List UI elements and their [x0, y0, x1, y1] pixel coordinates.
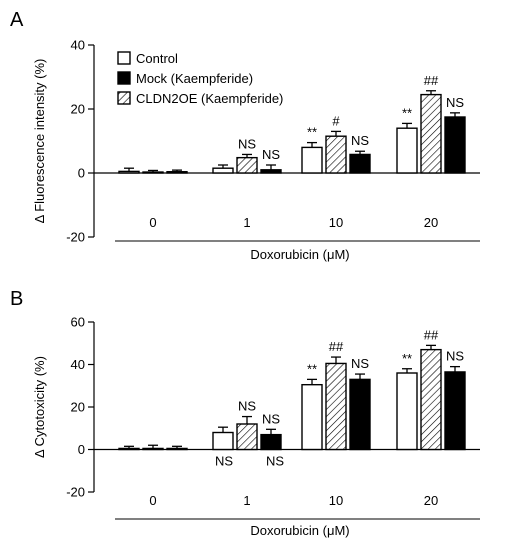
- bar: [236, 423, 258, 451]
- significance-label: **: [402, 351, 412, 366]
- bar: [349, 153, 371, 174]
- legend-label: CLDN2OE (Kaempferide): [136, 91, 283, 106]
- bar: [349, 378, 371, 451]
- significance-label: **: [307, 361, 317, 376]
- bar: [444, 371, 466, 451]
- y-axis-title: Δ Cytotoxicity (%): [32, 356, 47, 458]
- significance-label: NS: [446, 95, 464, 110]
- legend-label: Control: [136, 51, 178, 66]
- significance-label: ##: [424, 327, 439, 342]
- x-tick-label: 0: [149, 215, 156, 230]
- y-tick-label: 0: [78, 442, 85, 457]
- extra-ns-label: NS: [215, 453, 233, 468]
- significance-label: **: [307, 125, 317, 140]
- bar: [142, 171, 164, 174]
- significance-label: NS: [446, 349, 464, 364]
- x-tick-label: 0: [149, 493, 156, 508]
- bar: [420, 93, 442, 174]
- panel-letter: A: [10, 9, 24, 31]
- y-tick-label: 40: [71, 357, 85, 372]
- x-tick-label: 20: [424, 215, 438, 230]
- bar: [260, 169, 282, 174]
- y-tick-label: 20: [71, 400, 85, 415]
- significance-label: **: [402, 105, 412, 120]
- x-tick-label: 1: [243, 215, 250, 230]
- bar: [396, 127, 418, 174]
- x-tick-label: 20: [424, 493, 438, 508]
- x-tick-label: 10: [329, 215, 343, 230]
- legend-label: Mock (Kaempferide): [136, 71, 253, 86]
- bar: [166, 171, 188, 174]
- bar: [301, 383, 323, 451]
- legend-swatch: [117, 91, 131, 105]
- bar: [212, 167, 234, 174]
- x-tick-label: 1: [243, 493, 250, 508]
- significance-label: ##: [329, 339, 344, 354]
- panel-b-chart: B 60 40 20 0 -20 Δ Cytotoxicity (%) 0 1 10 20 Doxor…: [10, 288, 480, 538]
- bar: [444, 116, 466, 174]
- bar: [212, 431, 234, 451]
- y-tick-label: -20: [66, 485, 85, 500]
- bar: [420, 348, 442, 451]
- bar: [325, 135, 347, 174]
- bar: [236, 156, 258, 174]
- significance-label: NS: [238, 136, 256, 151]
- x-axis-title: Doxorubicin (μM): [250, 247, 349, 262]
- bar: [118, 170, 140, 174]
- x-axis-title: Doxorubicin (μM): [250, 523, 349, 538]
- bar: [325, 362, 347, 451]
- y-tick-label: 20: [71, 102, 85, 117]
- y-tick-label: 0: [78, 166, 85, 181]
- significance-label: ##: [424, 73, 439, 88]
- significance-label: #: [332, 113, 340, 128]
- panel-letter: B: [10, 288, 23, 310]
- bar: [396, 372, 418, 451]
- bar: [118, 447, 140, 451]
- bar: [301, 146, 323, 174]
- significance-label: NS: [351, 356, 369, 371]
- y-tick-label: 60: [71, 315, 85, 330]
- bar: [166, 447, 188, 451]
- bar: [142, 447, 164, 451]
- x-tick-label: 10: [329, 493, 343, 508]
- significance-label: NS: [351, 133, 369, 148]
- extra-ns-label: NS: [266, 453, 284, 468]
- y-axis-title: Δ Fluorescence intensity (%): [32, 59, 47, 224]
- significance-label: NS: [262, 411, 280, 426]
- significance-label: NS: [238, 399, 256, 414]
- bar: [260, 433, 282, 451]
- y-tick-label: 40: [71, 38, 85, 53]
- significance-label: NS: [262, 147, 280, 162]
- y-tick-label: -20: [66, 230, 85, 245]
- legend-swatch: [117, 71, 131, 85]
- legend-swatch: [117, 51, 131, 65]
- panel-a-chart: A 40 20 0 -20 Δ Fluorescence intensity (%) 0 1 1…: [10, 9, 480, 262]
